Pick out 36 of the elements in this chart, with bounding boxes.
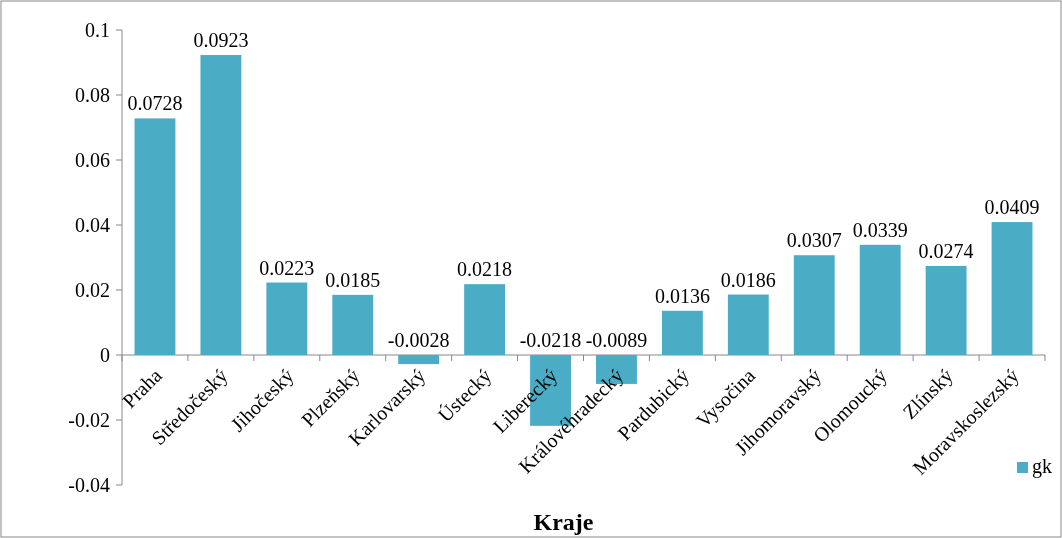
data-label: 0.0728: [127, 92, 183, 115]
bar: [991, 222, 1033, 355]
bar: [398, 355, 440, 365]
y-tick-label: 0.1: [85, 19, 110, 41]
bar: [793, 255, 835, 355]
x-axis-title: Kraje: [533, 509, 594, 535]
y-tick-label: 0.08: [75, 84, 110, 106]
data-label: 0.0185: [325, 268, 381, 291]
data-label: -0.0218: [519, 329, 582, 351]
data-label: 0.0136: [654, 284, 710, 307]
data-label: 0.0307: [786, 229, 842, 252]
data-label: 0.0218: [457, 258, 513, 281]
data-label: 0.0923: [193, 29, 249, 52]
data-label: 0.0409: [984, 196, 1040, 219]
y-tick-label: 0.02: [75, 279, 110, 301]
data-label: 0.0339: [852, 218, 908, 241]
bar: [925, 265, 967, 355]
y-tick-label: 0: [100, 344, 110, 366]
bar: [859, 244, 901, 355]
bar: [727, 294, 769, 355]
data-label: -0.0028: [387, 329, 450, 351]
bar: [266, 282, 308, 355]
bar: [464, 284, 506, 355]
bar: [332, 294, 374, 355]
bar: [200, 55, 242, 355]
data-label: 0.0186: [720, 268, 776, 291]
bar: [134, 118, 176, 355]
data-label: 0.0223: [259, 256, 315, 279]
y-tick-label: 0.04: [75, 214, 110, 236]
data-label: -0.0089: [585, 329, 648, 351]
bar: [661, 310, 703, 355]
y-tick-label: 0.06: [75, 149, 110, 171]
y-tick-label: -0.04: [68, 474, 110, 496]
data-label: 0.0274: [918, 239, 974, 262]
legend-label: gk: [1032, 455, 1052, 478]
y-tick-label: -0.02: [68, 409, 110, 431]
